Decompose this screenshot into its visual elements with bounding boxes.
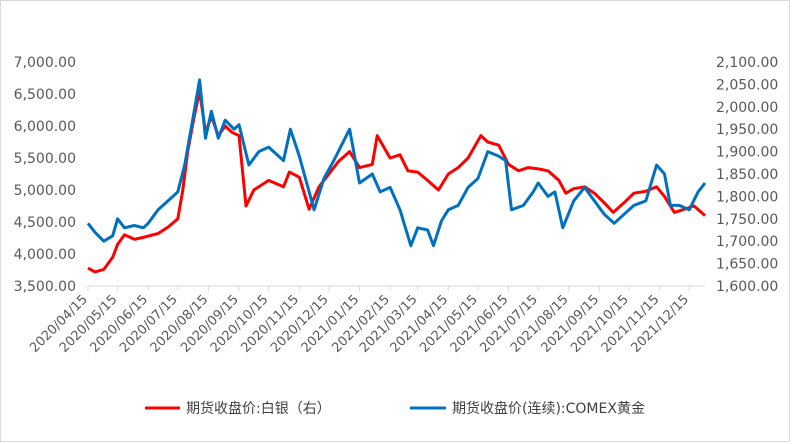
legend-label-silver: 期货收盘价:白银（右） bbox=[186, 400, 331, 417]
series-layer bbox=[86, 78, 707, 274]
left-y-tick-label: 4,500.00 bbox=[14, 215, 76, 231]
left-y-tick-label: 3,500.00 bbox=[14, 279, 76, 295]
right-y-tick-label: 1,600.00 bbox=[716, 279, 778, 295]
left-y-tick-label: 5,500.00 bbox=[14, 151, 76, 167]
right-y-tick-label: 2,050.00 bbox=[716, 77, 778, 93]
legend: 期货收盘价:白银（右） 期货收盘价(连续):COMEX黄金 bbox=[145, 400, 645, 417]
legend-item-silver: 期货收盘价:白银（右） bbox=[145, 400, 331, 417]
right-y-tick-label: 2,000.00 bbox=[716, 100, 778, 116]
right-y-tick-label: 1,800.00 bbox=[716, 189, 778, 205]
left-y-tick-label: 6,000.00 bbox=[14, 119, 76, 135]
x-axis: 2020/04/152020/05/152020/06/152020/07/15… bbox=[27, 286, 692, 356]
right-y-tick-label: 1,900.00 bbox=[716, 145, 778, 161]
right-y-tick-label: 1,850.00 bbox=[716, 167, 778, 183]
left-y-axis: 3,500.00 4,000.00 4,500.00 5,000.00 5,500.00… bbox=[14, 55, 76, 295]
right-y-axis: 1,600.00 1,650.00 1,700.00 1,750.00 1,800.00… bbox=[716, 55, 778, 295]
legend-item-gold: 期货收盘价(连续):COMEX黄金 bbox=[410, 400, 645, 417]
series-line-gold bbox=[86, 78, 707, 248]
series-line-silver bbox=[87, 89, 706, 274]
right-y-tick-label: 1,950.00 bbox=[716, 122, 778, 138]
right-y-tick-label: 1,750.00 bbox=[716, 212, 778, 228]
right-y-tick-label: 1,650.00 bbox=[716, 257, 778, 273]
left-y-tick-label: 5,000.00 bbox=[14, 183, 76, 199]
right-y-tick-label: 1,700.00 bbox=[716, 234, 778, 250]
left-y-tick-label: 7,000.00 bbox=[14, 55, 76, 71]
legend-label-gold: 期货收盘价(连续):COMEX黄金 bbox=[452, 400, 645, 417]
left-y-tick-label: 4,000.00 bbox=[14, 247, 76, 263]
left-y-tick-label: 6,500.00 bbox=[14, 87, 76, 103]
right-y-tick-label: 2,100.00 bbox=[716, 55, 778, 71]
